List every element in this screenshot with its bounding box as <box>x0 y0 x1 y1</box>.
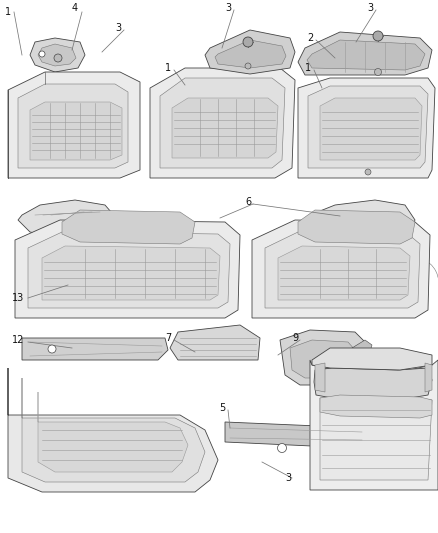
Circle shape <box>278 443 286 453</box>
Polygon shape <box>320 395 432 418</box>
Polygon shape <box>278 246 410 300</box>
Text: 2: 2 <box>307 33 313 43</box>
Polygon shape <box>215 40 286 68</box>
Circle shape <box>39 51 45 57</box>
Text: 3: 3 <box>115 23 121 33</box>
Circle shape <box>54 54 62 62</box>
Polygon shape <box>15 220 240 318</box>
Polygon shape <box>170 325 260 360</box>
Circle shape <box>243 37 253 47</box>
Polygon shape <box>62 210 195 244</box>
Polygon shape <box>8 368 218 492</box>
Polygon shape <box>252 220 430 318</box>
Polygon shape <box>298 210 415 244</box>
Text: 1: 1 <box>165 63 171 73</box>
Polygon shape <box>28 232 230 308</box>
Polygon shape <box>8 72 140 178</box>
Circle shape <box>245 63 251 69</box>
Text: 4: 4 <box>72 3 78 13</box>
Polygon shape <box>298 78 435 178</box>
Polygon shape <box>160 78 285 168</box>
Text: 3: 3 <box>285 473 291 483</box>
Text: 3: 3 <box>367 3 373 13</box>
Text: 3: 3 <box>225 3 231 13</box>
Polygon shape <box>18 200 118 240</box>
Polygon shape <box>307 40 425 70</box>
Text: 13: 13 <box>12 293 24 303</box>
Polygon shape <box>280 330 365 385</box>
Circle shape <box>374 69 381 76</box>
Circle shape <box>365 169 371 175</box>
Polygon shape <box>42 246 220 300</box>
Circle shape <box>373 31 383 41</box>
Polygon shape <box>308 86 428 168</box>
Polygon shape <box>172 98 278 158</box>
Polygon shape <box>205 30 295 74</box>
Polygon shape <box>298 32 432 75</box>
Polygon shape <box>38 392 188 472</box>
Polygon shape <box>312 348 432 370</box>
Circle shape <box>48 345 56 353</box>
Polygon shape <box>265 232 420 308</box>
Polygon shape <box>22 378 205 482</box>
Polygon shape <box>315 363 325 392</box>
Polygon shape <box>320 98 422 160</box>
Polygon shape <box>225 422 368 448</box>
Polygon shape <box>30 38 85 72</box>
Polygon shape <box>18 84 128 168</box>
Polygon shape <box>22 338 168 360</box>
Text: 1: 1 <box>5 7 11 17</box>
Polygon shape <box>320 398 432 480</box>
Text: 1: 1 <box>305 63 311 73</box>
Polygon shape <box>290 340 355 378</box>
Polygon shape <box>150 68 295 178</box>
Text: 9: 9 <box>292 333 298 343</box>
Text: 5: 5 <box>219 403 225 413</box>
Polygon shape <box>308 200 415 240</box>
Polygon shape <box>425 363 432 392</box>
Polygon shape <box>310 360 438 490</box>
Polygon shape <box>352 340 372 360</box>
Polygon shape <box>314 368 432 400</box>
Text: 6: 6 <box>245 197 251 207</box>
Text: 7: 7 <box>165 333 171 343</box>
Polygon shape <box>38 44 76 66</box>
Polygon shape <box>30 102 122 160</box>
Text: 12: 12 <box>12 335 24 345</box>
